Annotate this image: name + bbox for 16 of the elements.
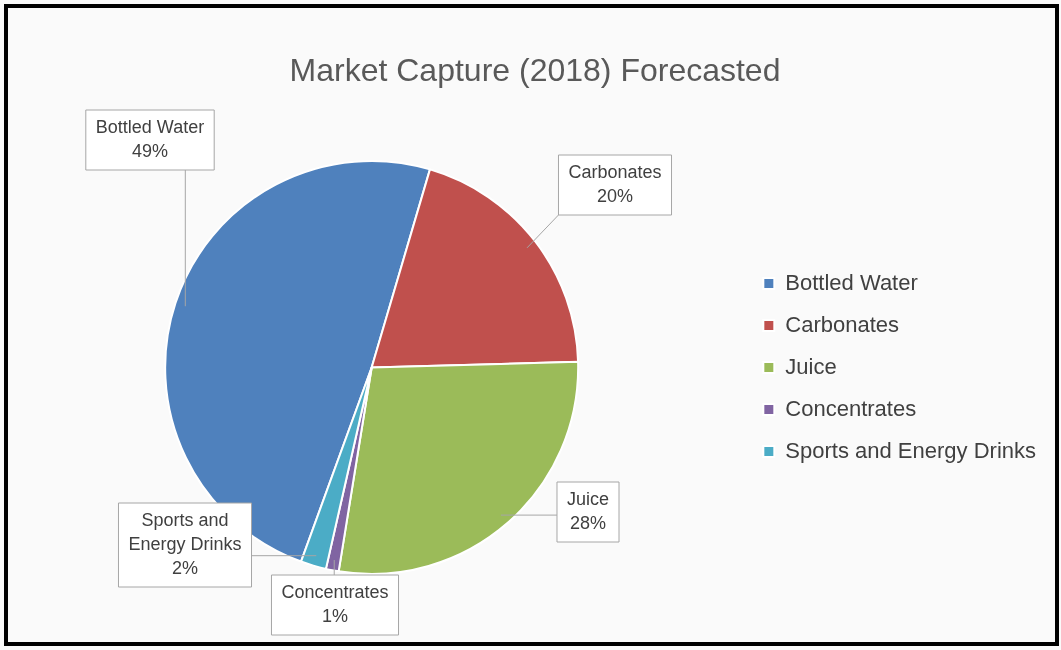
slice-label: Bottled Water [95, 116, 205, 137]
legend-label: Bottled Water [785, 269, 918, 295]
slice-label: Carbonates [568, 161, 662, 182]
legend-label: Juice [785, 353, 837, 379]
legend-label: Sports and Energy Drinks [785, 437, 1036, 463]
slice-label: Juice [566, 488, 610, 509]
data-label: 1% [321, 605, 349, 626]
chart-title: Market Capture (2018) Forecasted [289, 51, 781, 88]
slice-label: Concentrates [281, 581, 389, 602]
legend-label: Carbonates [785, 311, 900, 337]
data-label: 20% [596, 185, 634, 206]
data-label: 28% [569, 512, 607, 533]
data-label: 49% [131, 140, 169, 161]
legend-label: Concentrates [785, 395, 917, 421]
data-label: 2% [171, 557, 199, 578]
slice-label: Sports and Energy Drinks [128, 509, 242, 554]
